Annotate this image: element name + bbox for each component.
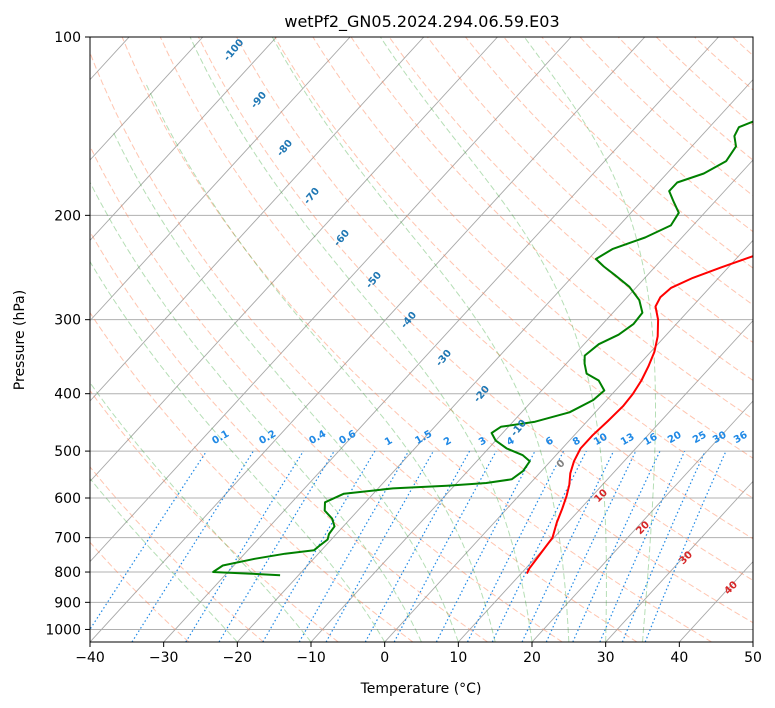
mixing-ratio-line [131,450,254,642]
isotherm-line [90,37,204,161]
isotherm-line [90,37,351,322]
moist-adiabat-line [90,260,386,642]
x-tick-label: −30 [149,650,179,666]
dry-adiabat-line [121,37,712,642]
mixing-ratio-label: 1 [383,435,395,448]
y-tick-label: 100 [54,30,81,46]
isotherm-line [90,37,572,563]
moist-adiabat-line [145,83,496,642]
y-tick-label: 1000 [45,622,81,638]
mixing-ratio-line [218,450,335,642]
chart-title: wetPf2_GN05.2024.294.06.59.E03 [284,12,559,32]
moist-adiabat-line [90,381,312,642]
mixing-ratio-line [185,450,304,642]
y-tick-label: 400 [54,387,81,403]
x-tick-label: −20 [223,650,253,666]
x-tick-label: 20 [523,650,541,666]
y-tick-label: 300 [54,313,81,329]
y-tick-label: 700 [54,531,81,547]
mixing-ratio-label: 4 [505,435,517,448]
y-tick-label: 900 [54,595,81,611]
mixing-ratio-line [364,450,471,642]
isotherm-line [163,37,719,642]
isotherm-line [605,480,753,642]
dry-adiabat-line [90,230,488,642]
dry-adiabat-line [350,37,753,420]
moist-adiabat-line [90,477,238,642]
y-tick-label: 200 [54,208,81,224]
dry-adiabat-line [427,37,753,344]
mixing-ratio-line [325,450,434,642]
isotherm-line [90,37,425,402]
dry-adiabat-line [90,466,264,642]
moist-adiabat-line [379,37,607,642]
x-tick-label: −40 [75,650,105,666]
isotherm-line [90,37,498,483]
mixing-ratio-label: 3 [477,435,489,448]
dry-adiabat-line [90,51,638,642]
moist-adiabat-line [113,132,459,642]
mixing-ratio-line [621,450,706,642]
mixing-ratio-label: 8 [571,435,583,448]
plot-area [90,37,753,642]
isotherm-line [90,37,646,642]
mixing-ratio-line [644,450,727,642]
x-axis-title: Temperature (°C) [360,681,482,697]
dry-adiabat-line [465,37,753,306]
moist-adiabat-line [523,37,656,642]
x-tick-label: 30 [597,650,615,666]
dry-adiabat-line [197,37,753,581]
x-tick-label: 50 [744,650,762,666]
dry-adiabat-line [90,389,339,642]
temperature-profile-line [525,255,753,575]
y-tick-label: 600 [54,491,81,507]
plot-frame [89,36,754,643]
mixing-ratio-line [572,450,661,642]
isotherm-line [384,239,753,642]
mixing-ratio-line [298,450,410,642]
mixing-ratio-line [521,450,615,642]
isotherm-line [310,159,753,642]
x-tick-label: 10 [449,650,467,666]
dry-adiabat-line [541,37,753,233]
isotherm-line [236,78,753,642]
mixing-ratio-line [545,450,637,642]
isotherm-line [531,400,753,642]
mixing-ratio-label: 6 [544,435,556,448]
x-tick-label: 0 [380,650,389,666]
dry-adiabat-line [503,37,753,269]
dry-adiabat-line [388,37,753,382]
mixing-ratio-label: 2 [442,435,454,448]
x-tick-label: 40 [670,650,688,666]
dry-adiabat-line [236,37,753,540]
moist-adiabat-line [271,37,570,642]
data-lines [212,120,753,577]
dewpoint-profile-line [212,120,753,577]
dry-adiabat-line [90,145,563,642]
x-tick-label: −10 [296,650,326,666]
y-axis-title: Pressure (hPa) [12,290,28,390]
isotherm-line [90,37,277,242]
y-tick-label: 500 [54,444,81,460]
mixing-ratio-line [262,450,376,642]
y-tick-label: 800 [54,565,81,581]
dry-adiabat-line [579,37,753,197]
axes: −40 −30 −20 −10 0 10 20 30 40 50 100 200 300 400 500 60… [45,30,762,666]
dry-adiabat-line [159,37,753,624]
